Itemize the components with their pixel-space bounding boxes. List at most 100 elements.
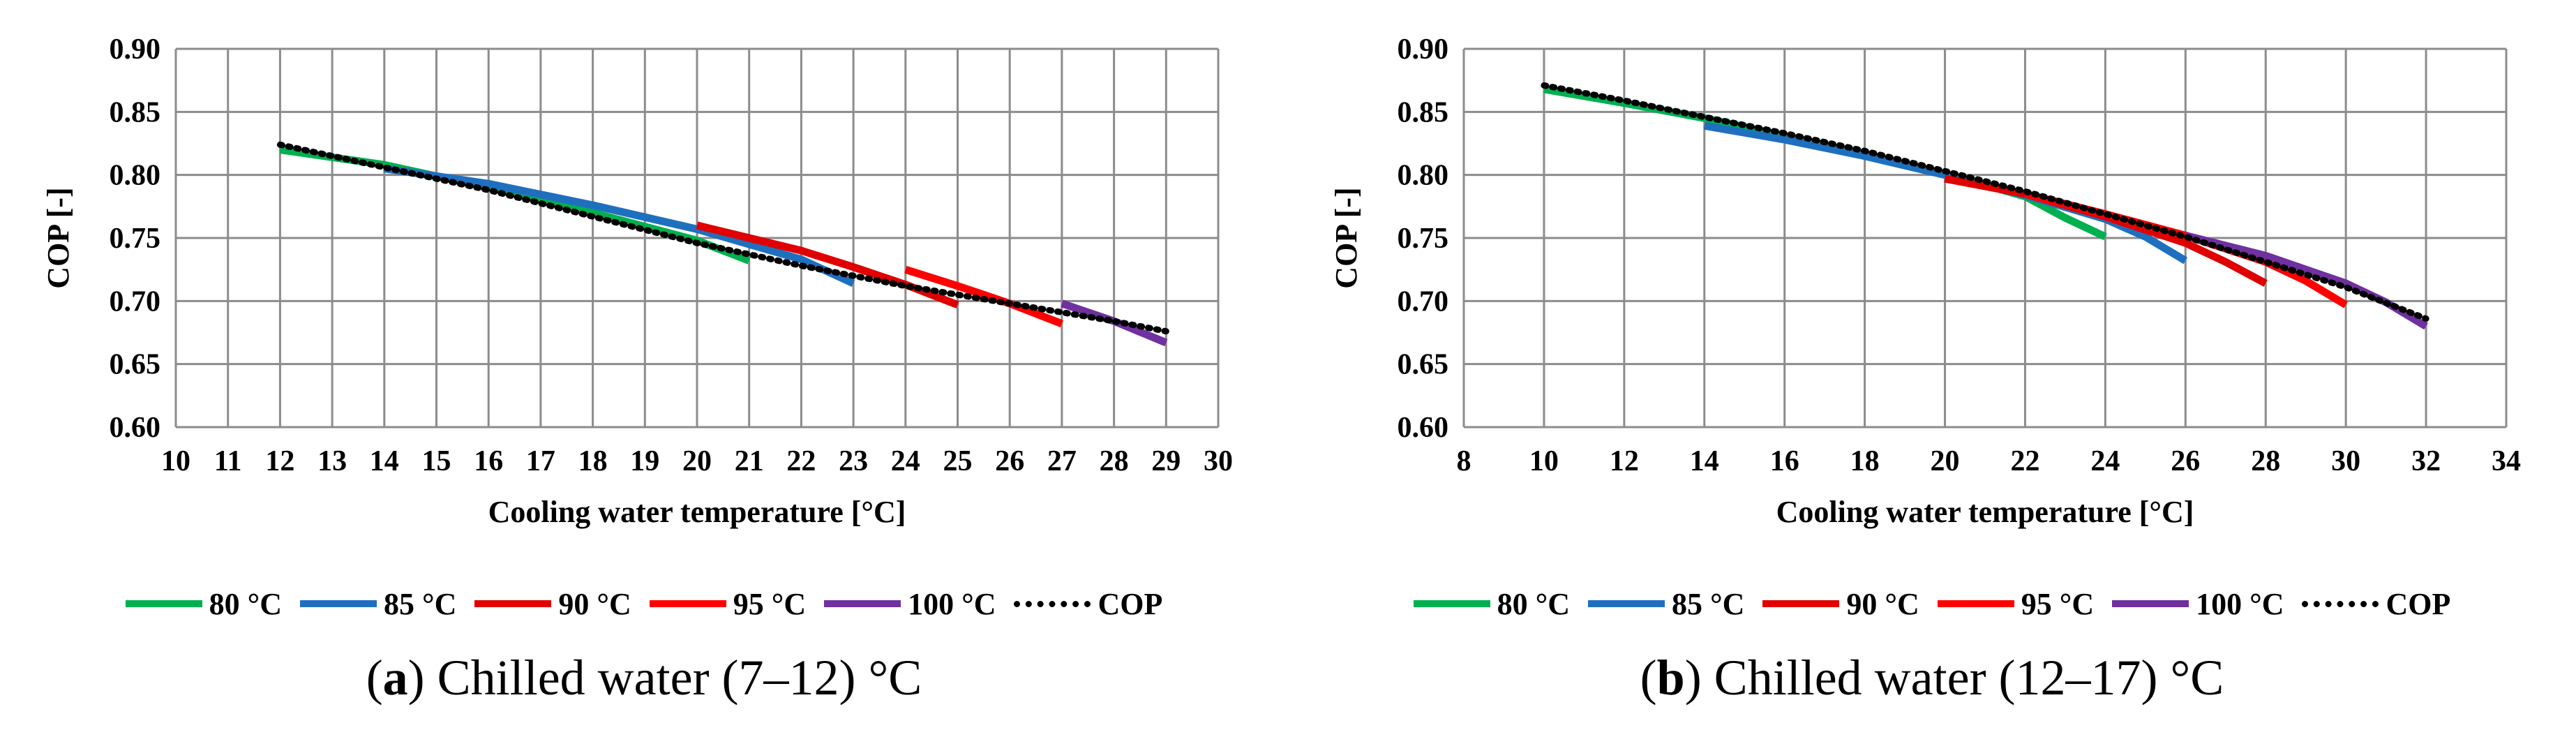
series-line-cop (1541, 82, 2429, 322)
series-line-95-c (904, 265, 1063, 328)
legend-swatch (125, 600, 202, 607)
legend-label: 80 °C (1497, 586, 1570, 621)
legend-label: 95 °C (733, 586, 807, 621)
x-tick-label: 12 (265, 445, 294, 477)
y-tick-label: 0.70 (1398, 285, 1449, 318)
x-tick-label: 17 (526, 445, 555, 477)
x-tick-label: 25 (943, 445, 973, 477)
legend-label: 95 °C (2021, 586, 2095, 621)
legend-a: 80 °C 85 °C 90 °C 95 °C 100 °C COP (0, 579, 1288, 628)
x-tick-label: 23 (839, 445, 868, 477)
legend-label: 100 °C (908, 586, 996, 621)
legend-swatch (299, 600, 377, 607)
legend-swatch (1014, 600, 1091, 607)
x-tick-label: 10 (1529, 445, 1559, 477)
legend-item: 100 °C (824, 586, 996, 622)
caption-text: Chilled water (12–17) °C (1714, 650, 2224, 706)
x-tick-label: 19 (630, 445, 659, 477)
x-tick-label: 18 (578, 445, 608, 477)
legend-item: 90 °C (1762, 586, 1919, 622)
legend-b: 80 °C 85 °C 90 °C 95 °C 100 °C COP (1288, 579, 2576, 628)
legend-swatch (1587, 600, 1665, 607)
x-tick-label: 16 (1770, 445, 1799, 477)
x-tick-label: 14 (370, 445, 399, 477)
legend-label: 90 °C (558, 586, 631, 621)
chart-panel-a: 0.60 0.65 0.70 0.75 0.80 0.85 0.90 10 11 12 13 14 15… (0, 34, 1288, 706)
x-tick-label: 28 (2251, 445, 2280, 477)
x-tick-label: 29 (1151, 445, 1181, 477)
legend-label: COP (2386, 586, 2451, 621)
y-tick-label: 0.75 (110, 223, 161, 255)
x-tick-label: 10 (161, 445, 190, 477)
caption-letter: b (1656, 650, 1685, 706)
legend-item: 80 °C (125, 586, 282, 622)
legend-item: 100 °C (2112, 586, 2284, 622)
x-tick-label: 22 (786, 445, 816, 477)
caption-text: Chilled water (7–12) °C (437, 650, 922, 706)
y-tick-label: 0.80 (1398, 160, 1449, 192)
legend-swatch (2112, 600, 2189, 607)
y-tick-label: 0.65 (110, 349, 161, 381)
y-tick-label: 0.90 (1398, 34, 1449, 66)
chart-b: 0.60 0.65 0.70 0.75 0.80 0.85 0.90 8 10 12 14 16 18 2… (1329, 34, 2521, 529)
x-tick-label: 13 (317, 445, 347, 477)
y-tick-label: 0.75 (1398, 223, 1449, 255)
legend-item: 85 °C (1587, 586, 1745, 622)
x-tick-label: 26 (2171, 445, 2200, 477)
x-tick-label: 32 (2411, 445, 2441, 477)
x-tick-label: 11 (214, 445, 242, 477)
x-tick-label: 14 (1690, 445, 1719, 477)
legend-label: 100 °C (2196, 586, 2284, 621)
chart-panel-b: 0.60 0.65 0.70 0.75 0.80 0.85 0.90 8 10 12 14 16 18 2… (1288, 0, 2576, 737)
y-axis-title: COP [-] (1329, 187, 1363, 288)
y-tick-label: 0.65 (1398, 349, 1449, 381)
y-tick-label: 0.90 (110, 34, 161, 66)
x-tick-label: 24 (891, 445, 920, 477)
series-line-85-c (384, 165, 855, 287)
legend-item: COP (1014, 586, 1162, 622)
x-axis-title: Cooling water temperature [°C] (1776, 495, 2194, 529)
legend-label: 85 °C (1671, 586, 1745, 621)
legend-item: 80 °C (1413, 586, 1570, 622)
x-tick-label: 20 (682, 445, 712, 477)
x-tick-label: 24 (2090, 445, 2120, 477)
x-tick-label: 30 (2331, 445, 2360, 477)
legend-swatch (824, 600, 901, 607)
x-tick-label: 30 (1204, 445, 1233, 477)
series-line-cop (276, 141, 1169, 335)
y-tick-label: 0.80 (110, 160, 161, 192)
x-tick-label: 15 (422, 445, 451, 477)
y-axis-title: COP [-] (41, 187, 75, 288)
legend-label: 85 °C (383, 586, 457, 621)
x-tick-label: 12 (1610, 445, 1639, 477)
x-tick-label: 21 (735, 445, 764, 477)
caption-letter: a (382, 650, 408, 706)
legend-label: 80 °C (209, 586, 282, 621)
chart-a: 0.60 0.65 0.70 0.75 0.80 0.85 0.90 10 11 12 13 14 15… (41, 34, 1233, 529)
y-tick-label: 0.70 (110, 285, 161, 318)
x-tick-label: 22 (2010, 445, 2039, 477)
legend-swatch (474, 600, 552, 607)
caption-a: (a) Chilled water (7–12) °C (366, 650, 922, 706)
x-tick-label: 28 (1100, 445, 1129, 477)
legend-item: 90 °C (474, 586, 631, 622)
legend-item: 85 °C (299, 586, 457, 622)
legend-swatch (1762, 600, 1840, 607)
y-tick-label: 0.85 (1398, 96, 1449, 128)
legend-swatch (2302, 600, 2379, 607)
series-line-80-c (279, 146, 751, 265)
legend-item: COP (2302, 586, 2450, 622)
legend-swatch (649, 600, 726, 607)
x-tick-label: 18 (1850, 445, 1880, 477)
y-tick-label: 0.85 (110, 96, 161, 128)
y-tick-label: 0.60 (1398, 412, 1449, 444)
x-tick-label: 16 (474, 445, 503, 477)
x-tick-label: 26 (995, 445, 1024, 477)
x-tick-label: 34 (2492, 445, 2521, 477)
x-tick-label: 20 (1931, 445, 1960, 477)
x-tick-label: 8 (1457, 445, 1472, 477)
x-tick-label: 27 (1047, 445, 1077, 477)
legend-swatch (1937, 600, 2014, 607)
legend-label: 90 °C (1846, 586, 1919, 621)
legend-swatch (1413, 600, 1490, 607)
